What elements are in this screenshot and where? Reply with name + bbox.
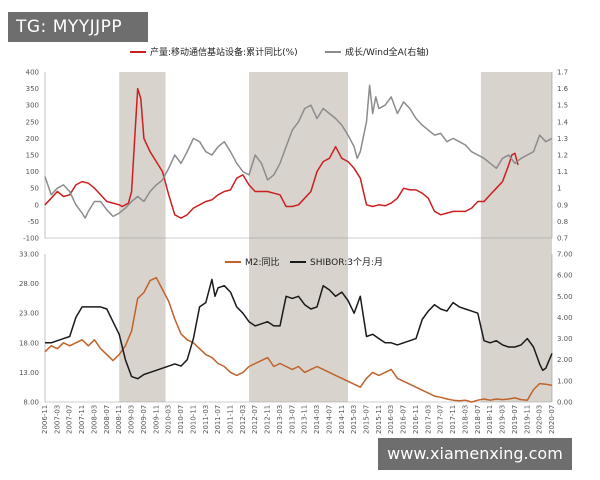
x-tick-label: 2012-03: [239, 405, 247, 434]
x-tick-label: 2020-03: [536, 405, 544, 434]
right-tick-label: 1.1: [557, 168, 568, 176]
x-tick-label: 2009-03: [128, 405, 136, 434]
x-tick-label: 2019-03: [499, 405, 507, 434]
right-tick-label: 1.5: [557, 102, 568, 110]
x-tick-label: 2010-11: [189, 405, 197, 434]
x-tick-label: 2019-11: [523, 405, 531, 434]
series-line-1-1: [45, 278, 553, 380]
x-tick-label: 2007-11: [78, 405, 86, 434]
legends: 产量:移动通信基站设备:累计同比(%) 成长/Wind全A(右轴) M2:同比 SHI…: [130, 46, 429, 268]
legend-label: SHIBOR:3个月:月: [310, 257, 383, 268]
x-tick-label: 2015-07: [363, 405, 371, 434]
right-tick-label: 6.00: [557, 272, 573, 280]
legend-label: 产量:移动通信基站设备:累计同比(%): [150, 46, 298, 58]
x-tick-label: 2010-07: [177, 405, 185, 434]
right-tick-label: 1.6: [557, 85, 569, 93]
x-tick-label: 2018-03: [461, 405, 469, 434]
right-tick-label: 0.8: [557, 218, 568, 226]
x-tick-label: 2019-07: [511, 405, 519, 434]
left-tick-label: -50: [28, 218, 39, 226]
x-tick-label: 2018-07: [474, 405, 482, 434]
x-tick-label: 2017-07: [437, 405, 445, 434]
shaded-periods: [119, 72, 552, 402]
x-tick-label: 2012-11: [264, 405, 272, 434]
x-tick-label: 2014-11: [338, 405, 346, 434]
right-tick-label: 2.00: [557, 356, 573, 364]
x-tick-label: 2015-03: [350, 405, 358, 434]
shade-band-2: [480, 72, 552, 402]
legend-label: M2:同比: [245, 256, 280, 268]
x-tick-label: 2020-07: [548, 405, 556, 434]
left-tick-label: 33.00: [19, 251, 39, 259]
x-tick-label: 2009-11: [152, 405, 160, 434]
x-tick-label: 2015-11: [375, 405, 383, 434]
legend-label: 成长/Wind全A(右轴): [345, 46, 429, 58]
x-tick-label: 2011-03: [202, 405, 210, 434]
x-tick-label: 2017-03: [424, 405, 432, 434]
left-tick-label: 350: [26, 85, 39, 93]
left-tick-label: 50: [30, 185, 39, 193]
x-tick-label: 2016-07: [400, 405, 408, 434]
header-tag: TG: MYYJJPP: [8, 12, 148, 42]
x-tick-label: 2006-11: [41, 405, 49, 434]
x-tick-label: 2013-07: [288, 405, 296, 434]
right-tick-label: 1: [557, 185, 561, 193]
left-tick-label: 250: [26, 118, 39, 126]
right-tick-label: 0.00: [557, 399, 573, 407]
x-tick-label: 2014-07: [325, 405, 333, 434]
x-tick-label: 2018-11: [486, 405, 494, 434]
x-tick-label: 2008-07: [103, 405, 111, 434]
x-tick-label: 2011-07: [214, 405, 222, 434]
x-tick-label: 2013-03: [276, 405, 284, 434]
left-tick-label: 100: [26, 168, 39, 176]
right-tick-label: 1.4: [557, 118, 569, 126]
series-line-0-0: [44, 87, 519, 219]
watermark-label: www.xiamenxing.com: [378, 438, 572, 470]
right-tick-label: 0.9: [557, 201, 568, 209]
left-tick-label: -100: [23, 235, 39, 243]
right-tick-label: 0.7: [557, 235, 568, 243]
x-tick-label: 2016-11: [412, 405, 420, 434]
series-line-0-1: [44, 84, 553, 219]
series-line-1-0: [44, 276, 553, 403]
x-tick-label: 2013-11: [301, 405, 309, 434]
series-lines: [44, 84, 553, 403]
right-tick-label: 1.7: [557, 69, 568, 77]
x-tick-label: 2010-03: [165, 405, 173, 434]
left-tick-label: 200: [26, 135, 39, 143]
left-tick-label: 400: [26, 69, 39, 77]
right-tick-label: 1.2: [557, 152, 568, 160]
x-tick-label: 2017-11: [449, 405, 457, 434]
right-tick-label: 4.00: [557, 314, 573, 322]
right-tick-label: 1.3: [557, 135, 568, 143]
right-tick-label: 7.00: [557, 251, 573, 259]
x-tick-label: 2007-07: [66, 405, 74, 434]
x-tick-label: 2014-03: [313, 405, 321, 434]
x-tick-label: 2016-03: [387, 405, 395, 434]
x-tick-label: 2011-11: [226, 405, 234, 434]
x-tick-label: 2012-07: [251, 405, 259, 434]
x-tick-label: 2008-03: [90, 405, 98, 434]
left-tick-label: 18.00: [19, 339, 39, 347]
axes: [44, 72, 553, 403]
right-tick-label: 5.00: [557, 293, 573, 301]
x-tick-label: 2007-03: [53, 405, 61, 434]
x-tick-label: 2008-11: [115, 405, 123, 434]
tick-labels: 400 350 300 250 200 150 100 50 0 -50 -100 1.7 1.6 1.5…: [19, 69, 573, 435]
left-tick-label: 13.00: [19, 369, 39, 377]
right-tick-label: 1.00: [557, 377, 573, 385]
left-tick-label: 8.00: [23, 399, 39, 407]
left-tick-label: 300: [26, 102, 39, 110]
x-tick-label: 2009-07: [140, 405, 148, 434]
shade-band-1: [249, 72, 348, 402]
left-tick-label: 150: [26, 152, 39, 160]
right-tick-label: 3.00: [557, 335, 573, 343]
left-tick-label: 0: [35, 201, 39, 209]
left-tick-label: 23.00: [19, 310, 39, 318]
left-tick-label: 28.00: [19, 280, 39, 288]
